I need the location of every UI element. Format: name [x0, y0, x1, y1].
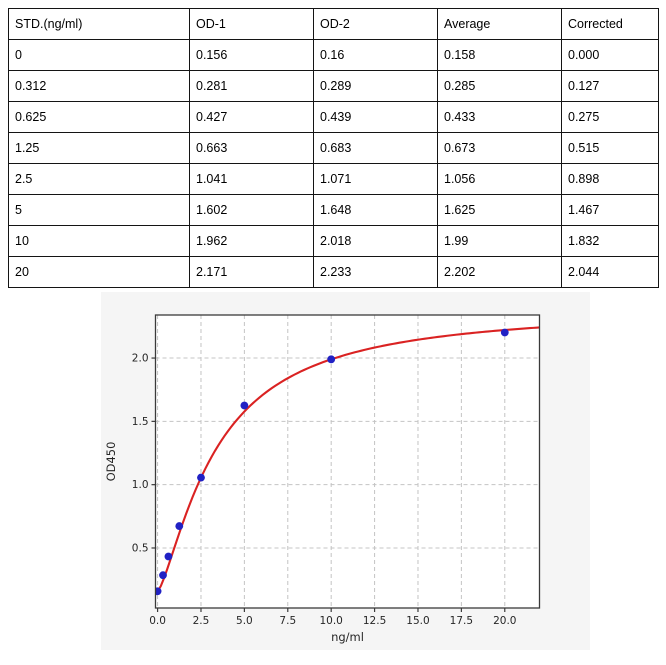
x-tick-label: 20.0 [493, 615, 516, 627]
table-row: 2.5 1.041 1.071 1.056 0.898 [8, 163, 659, 195]
table-cell: 1.467 [561, 194, 659, 226]
header-row: STD.(ng/ml) OD-1 OD-2 Average Corrected [8, 8, 659, 40]
data-point [240, 401, 249, 410]
data-point [175, 522, 184, 530]
table-cell: 1.625 [437, 194, 562, 226]
table-cell: 0.683 [313, 132, 438, 164]
col-header-0: STD.(ng/ml) [8, 8, 190, 40]
table-cell: 1.602 [189, 194, 314, 226]
standard-table: STD.(ng/ml) OD-1 OD-2 Average Corrected 0 0.1… [8, 8, 659, 288]
x-tick-label: 12.5 [363, 615, 386, 627]
standard-table-body: 0 0.156 0.16 0.158 0.000 0.312 0.281 0.289 0.285… [8, 39, 659, 288]
table-cell: 0.439 [313, 101, 438, 133]
table-cell: 0 [8, 39, 190, 71]
x-axis-label: ng/ml [331, 630, 364, 644]
x-tick-label: 10.0 [319, 615, 342, 627]
table-cell: 0.16 [313, 39, 438, 71]
plot-spines [154, 314, 541, 609]
table-cell: 0.127 [561, 70, 659, 102]
table-cell: 0.275 [561, 101, 659, 133]
table-row: 0 0.156 0.16 0.158 0.000 [8, 39, 659, 71]
y-tick-label: 1.5 [132, 416, 149, 428]
table-cell: 2.018 [313, 225, 438, 257]
table-cell: 1.832 [561, 225, 659, 257]
table-cell: 1.99 [437, 225, 562, 257]
data-point [155, 587, 162, 596]
table-cell: 0.312 [8, 70, 190, 102]
table-cell: 5 [8, 194, 190, 226]
plot-area [155, 315, 540, 608]
table-cell: 2.202 [437, 256, 562, 288]
x-tick-label: 17.5 [450, 615, 473, 627]
col-header-1: OD-1 [189, 8, 314, 40]
y-tick-label: 0.5 [132, 542, 149, 554]
y-axis-label: OD450 [104, 442, 118, 482]
table-cell: 0.156 [189, 39, 314, 71]
table-cell: 1.041 [189, 163, 314, 195]
data-point [500, 328, 509, 337]
table-cell: 0.289 [313, 70, 438, 102]
table-cell: 1.962 [189, 225, 314, 257]
table-cell: 2.044 [561, 256, 659, 288]
data-point [164, 552, 173, 561]
table-cell: 20 [8, 256, 190, 288]
standard-curve-svg: 0.0 2.5 5.0 7.5 10.0 12.5 15.0 17.5 20.0 0.5 1.0 1.… [104, 314, 541, 644]
x-tick-label: 2.5 [193, 615, 210, 627]
table-cell: 1.071 [313, 163, 438, 195]
table-row: 10 1.962 2.018 1.99 1.832 [8, 225, 659, 257]
y-tick-label: 1.0 [132, 479, 149, 491]
table-cell: 0.673 [437, 132, 562, 164]
col-header-3: Average [437, 8, 562, 40]
col-header-2: OD-2 [313, 8, 438, 40]
table-cell: 1.056 [437, 163, 562, 195]
standard-table-head: STD.(ng/ml) OD-1 OD-2 Average Corrected [8, 8, 659, 40]
table-row: 5 1.602 1.648 1.625 1.467 [8, 194, 659, 226]
y-tick-label: 2.0 [132, 353, 149, 365]
data-point [327, 355, 336, 364]
table-cell: 2.171 [189, 256, 314, 288]
x-tick-label: 5.0 [236, 615, 253, 627]
standard-curve-figure: 0.0 2.5 5.0 7.5 10.0 12.5 15.0 17.5 20.0 0.5 1.0 1.… [101, 292, 590, 650]
table-cell: 0.433 [437, 101, 562, 133]
fitted-curve [156, 326, 540, 592]
table-row: 1.25 0.663 0.683 0.673 0.515 [8, 132, 659, 164]
table-cell: 2.5 [8, 163, 190, 195]
table-cell: 2.233 [313, 256, 438, 288]
table-cell: 1.25 [8, 132, 190, 164]
x-tick-label: 7.5 [279, 615, 296, 627]
table-cell: 0.663 [189, 132, 314, 164]
table-cell: 0.625 [8, 101, 190, 133]
data-point [159, 571, 167, 580]
table-cell: 0.000 [561, 39, 659, 71]
x-tick-label: 0.0 [149, 615, 166, 627]
data-point [197, 473, 205, 482]
table-cell: 0.427 [189, 101, 314, 133]
table-cell: 0.898 [561, 163, 659, 195]
table-cell: 0.515 [561, 132, 659, 164]
table-cell: 0.281 [189, 70, 314, 102]
x-tick-label: 15.0 [406, 615, 429, 627]
table-row: 0.312 0.281 0.289 0.285 0.127 [8, 70, 659, 102]
col-header-4: Corrected [561, 8, 659, 40]
table-cell: 0.285 [437, 70, 562, 102]
table-row: 0.625 0.427 0.439 0.433 0.275 [8, 101, 659, 133]
table-row: 20 2.171 2.233 2.202 2.044 [8, 256, 659, 288]
table-cell: 10 [8, 225, 190, 257]
table-cell: 0.158 [437, 39, 562, 71]
table-cell: 1.648 [313, 194, 438, 226]
